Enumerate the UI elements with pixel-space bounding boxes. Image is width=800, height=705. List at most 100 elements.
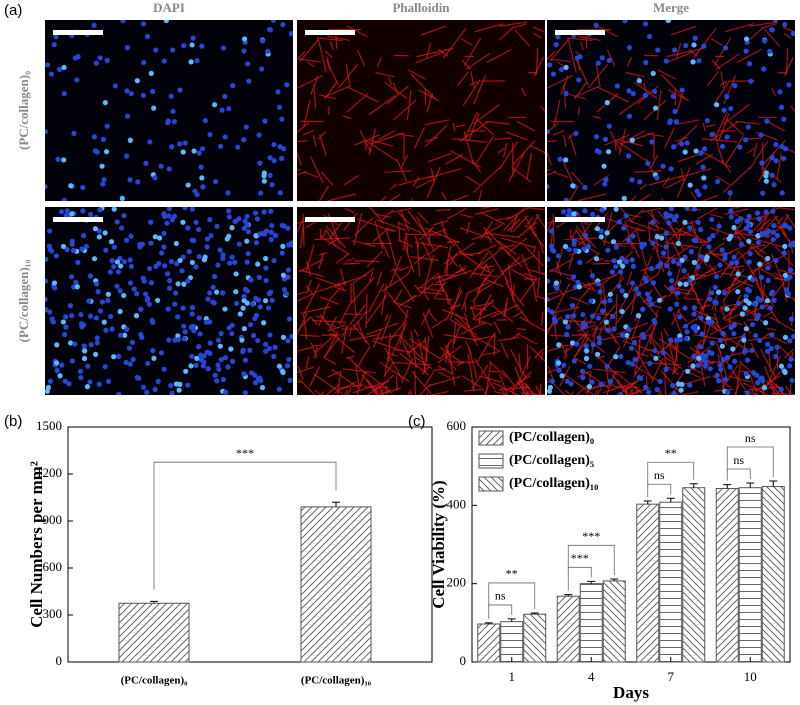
nucleus	[717, 362, 723, 368]
nucleus	[138, 306, 144, 312]
nucleus	[100, 136, 107, 142]
nucleus	[596, 340, 602, 346]
nucleus	[746, 213, 752, 220]
nucleus	[233, 289, 239, 295]
nucleus	[742, 305, 748, 311]
actin-fiber	[354, 134, 380, 146]
nucleus	[196, 150, 202, 156]
nucleus	[111, 244, 117, 250]
nucleus	[228, 346, 234, 352]
actin-fiber	[782, 26, 795, 33]
actin-fiber	[648, 221, 651, 242]
actin-fiber	[571, 391, 574, 395]
nucleus	[710, 233, 716, 239]
nucleus	[280, 368, 286, 375]
significance-bracket	[647, 461, 695, 487]
actin-fiber	[532, 281, 538, 302]
actin-fiber	[602, 324, 620, 346]
actin-fiber	[414, 127, 426, 149]
nucleus	[610, 313, 616, 320]
actin-fiber	[447, 207, 468, 220]
nucleus	[207, 216, 213, 223]
actin-fiber	[658, 338, 692, 360]
nucleus	[642, 21, 649, 27]
actin-fiber	[650, 209, 660, 232]
nucleus	[169, 217, 176, 223]
actin-fiber	[711, 59, 721, 70]
nucleus	[61, 64, 67, 71]
nucleus	[193, 219, 199, 225]
actin-fiber	[700, 150, 732, 168]
nucleus	[611, 258, 617, 264]
nucleus	[698, 315, 704, 321]
actin-fiber	[305, 356, 310, 369]
nucleus	[95, 289, 101, 295]
nucleus	[188, 363, 194, 369]
nucleus	[124, 113, 131, 119]
nucleus	[207, 340, 213, 346]
actin-fiber	[641, 322, 658, 357]
actin-fiber	[508, 237, 528, 253]
actin-fiber	[471, 272, 498, 278]
actin-fiber	[338, 299, 353, 325]
nucleus	[734, 259, 740, 265]
nucleus	[735, 271, 741, 277]
nucleus	[619, 308, 625, 315]
actin-fiber	[480, 221, 494, 240]
row-title: (PC/collagen)₀	[16, 71, 31, 150]
nucleus	[586, 384, 593, 390]
y-tick-label: 600	[43, 559, 63, 574]
actin-fiber	[722, 104, 750, 125]
actin-fiber	[695, 290, 713, 321]
nucleus	[621, 225, 627, 231]
nucleus	[668, 213, 674, 219]
actin-fiber	[397, 239, 413, 248]
actin-fiber	[375, 213, 392, 218]
nucleus	[189, 259, 195, 266]
nucleus	[569, 340, 576, 346]
nucleus	[111, 264, 117, 270]
nucleus	[165, 306, 171, 312]
actin-fiber	[315, 315, 325, 319]
actin-fiber	[474, 208, 499, 215]
actin-fiber	[326, 59, 339, 86]
nucleus	[159, 250, 165, 256]
nucleus	[177, 257, 183, 264]
nucleus	[714, 102, 720, 108]
nucleus	[699, 331, 705, 337]
nucleus	[663, 244, 669, 250]
actin-fiber	[348, 327, 353, 337]
actin-fiber	[500, 255, 535, 273]
nucleus	[768, 291, 775, 297]
nucleus	[94, 340, 100, 346]
nucleus	[731, 322, 737, 328]
nucleus	[731, 254, 737, 260]
actin-fiber	[616, 379, 631, 395]
y-tick-label: 0	[460, 653, 467, 668]
nucleus	[134, 291, 140, 297]
actin-fiber	[302, 283, 321, 317]
actin-fiber	[518, 221, 538, 238]
x-tick-label: (PC/collagen)₁₀	[301, 675, 372, 687]
nucleus	[211, 273, 218, 280]
nucleus	[183, 368, 189, 374]
nucleus	[773, 353, 779, 360]
actin-fiber	[547, 291, 556, 296]
micrograph	[45, 207, 293, 395]
actin-fiber	[552, 283, 571, 317]
nucleus	[682, 219, 688, 225]
nucleus	[758, 132, 764, 138]
actin-fiber	[776, 153, 782, 180]
nucleus	[671, 390, 677, 395]
nucleus	[645, 160, 651, 166]
nucleus	[765, 255, 771, 262]
nucleus	[763, 178, 769, 184]
nucleus	[247, 347, 253, 353]
nucleus	[743, 326, 749, 332]
nucleus	[164, 220, 170, 226]
actin-fiber	[313, 346, 318, 360]
nucleus	[547, 296, 550, 303]
actin-fiber	[615, 293, 618, 329]
actin-fiber	[540, 105, 545, 113]
actin-fiber	[676, 392, 679, 395]
